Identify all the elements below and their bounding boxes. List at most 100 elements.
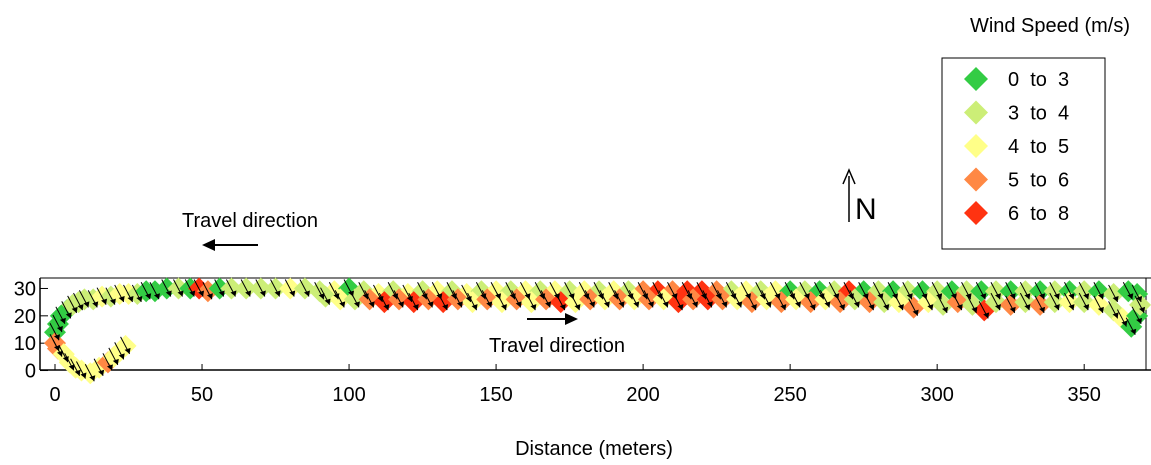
wind-arrow	[1108, 301, 1119, 319]
wind-arrow	[84, 364, 96, 382]
wind-arrow	[76, 361, 87, 379]
wind-arrow	[717, 290, 728, 308]
wind-arrow	[131, 284, 143, 303]
wind-arrow	[161, 279, 172, 297]
wind-arrow	[990, 281, 1001, 300]
wind-arrow	[73, 292, 84, 311]
wind-arrow	[731, 290, 743, 308]
wind-arrow	[1034, 281, 1046, 300]
wind-arrow	[975, 281, 987, 300]
wind-arrow	[864, 292, 875, 311]
wind-arrow	[1005, 281, 1016, 300]
wind-arrow	[1034, 295, 1046, 314]
wind-arrow	[114, 342, 125, 360]
north-label: N	[855, 193, 877, 226]
legend-label: 5 to 6	[1008, 170, 1069, 192]
travel-direction-back-label: Travel direction	[182, 210, 318, 232]
wind-arrow	[1093, 281, 1104, 300]
wind-arrow	[1019, 292, 1031, 311]
wind-arrow	[540, 290, 552, 308]
x-tick-label: 0	[49, 384, 60, 406]
travel-direction-out-label: Travel direction	[489, 335, 625, 357]
wind-arrow	[408, 292, 419, 311]
wind-arrow	[320, 287, 331, 305]
wind-arrow	[423, 290, 434, 308]
wind-arrow	[299, 279, 310, 297]
wind-arrow	[1131, 306, 1143, 325]
wind-arrow	[1049, 281, 1060, 300]
wind-arrow	[114, 284, 125, 303]
wind-arrow	[102, 353, 113, 371]
wind-arrow	[270, 279, 281, 297]
wind-arrow	[378, 292, 390, 311]
wind-arrow	[525, 292, 537, 311]
wind-arrow	[687, 290, 699, 308]
wind-arrow	[96, 287, 108, 305]
wind-arrow	[64, 353, 75, 371]
wind-arrow	[93, 358, 105, 377]
wind-arrow	[67, 295, 78, 314]
x-tick-label: 50	[191, 384, 213, 406]
wind-arrow	[834, 292, 846, 311]
data-points	[44, 277, 1151, 385]
wind-arrow	[1019, 281, 1031, 300]
x-tick-label: 150	[479, 384, 512, 406]
wind-arrow	[78, 290, 90, 308]
north-arrow-icon	[842, 168, 856, 222]
legend-entries: 0 to 3 3 to 4 4 to 5 5 to 6 6 to 8	[964, 67, 1069, 225]
wind-arrow	[349, 290, 360, 308]
wind-arrow	[1049, 292, 1060, 311]
wind-arrow	[1064, 292, 1075, 311]
wind-arrow	[61, 301, 72, 319]
legend-label: 0 to 3	[1008, 69, 1069, 91]
wind-arrow	[87, 290, 99, 308]
wind-arrow	[334, 290, 346, 308]
wind-arrow	[108, 347, 119, 366]
x-tick-label: 250	[773, 384, 806, 406]
wind-arrow	[149, 281, 160, 300]
wind-arrows	[49, 279, 1146, 382]
wind-arrow	[511, 290, 522, 308]
wind-arrow	[481, 290, 493, 308]
wind-arrow	[805, 292, 816, 311]
x-tick-label: 300	[920, 384, 953, 406]
y-tick-label: 30	[14, 278, 36, 300]
x-ticks: 0 50 100 150 200 250 300 350	[49, 364, 1101, 406]
wind-arrow	[1116, 309, 1128, 327]
legend-marker	[964, 134, 988, 158]
wind-arrow	[193, 279, 205, 297]
x-tick-label: 350	[1068, 384, 1101, 406]
wind-arrow	[255, 279, 266, 297]
wind-arrow	[702, 290, 713, 308]
legend-label: 6 to 8	[1008, 203, 1069, 225]
wind-arrow	[1131, 284, 1143, 303]
wind-arrow	[452, 290, 463, 308]
wind-arrow	[105, 287, 116, 305]
wind-arrow	[240, 279, 252, 297]
x-tick-label: 200	[626, 384, 659, 406]
right-arrow-icon	[527, 313, 578, 325]
wind-arrow	[1108, 284, 1119, 303]
wind-arrow	[967, 295, 978, 314]
wind-arrow	[1134, 295, 1146, 314]
wind-arrow	[364, 290, 375, 308]
wind-arrow	[49, 323, 60, 341]
wind-arrow	[849, 290, 860, 308]
wind-arrow	[1122, 281, 1134, 300]
legend-marker	[964, 201, 988, 225]
wind-arrow	[202, 281, 213, 300]
legend-marker	[964, 167, 988, 192]
wind-arrow	[672, 292, 684, 311]
wind-arrow	[937, 295, 949, 314]
wind-arrow	[140, 281, 152, 300]
wind-arrow	[55, 306, 66, 325]
legend-title: Wind Speed (m/s)	[970, 15, 1130, 37]
wind-arrow	[120, 336, 131, 355]
wind-arrow	[952, 292, 963, 311]
wind-arrow	[555, 292, 566, 311]
wind-arrow	[584, 290, 596, 308]
wind-arrow	[643, 290, 654, 308]
wind-arrow	[1093, 295, 1104, 314]
wind-arrow	[1005, 295, 1016, 314]
wind-arrow	[123, 284, 134, 303]
